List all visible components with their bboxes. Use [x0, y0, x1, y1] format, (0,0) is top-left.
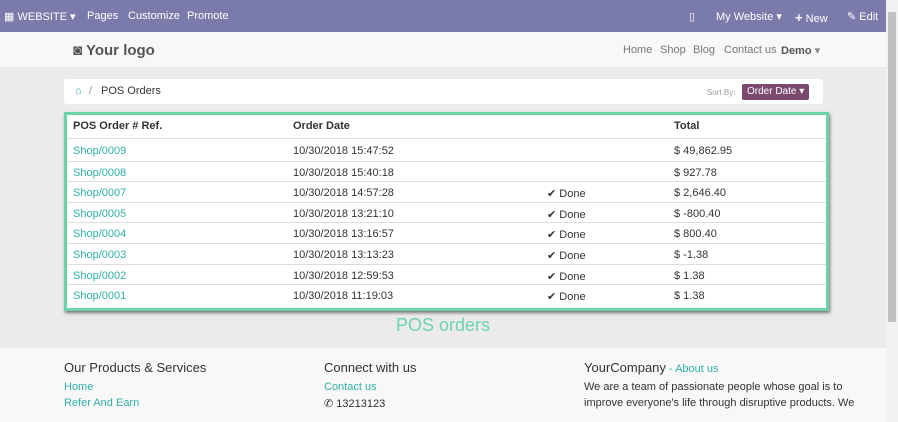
order-ref-link[interactable]: Shop/0003 [73, 249, 127, 261]
home-icon[interactable]: ⌂ [75, 85, 82, 97]
orders-table: POS Order # Ref. Order Date Total Shop/0… [64, 112, 829, 311]
order-date: 10/30/2018 12:59:53 [293, 269, 394, 282]
edit-button[interactable]: ✎ Edit [847, 11, 879, 23]
nav-home[interactable]: Home [623, 44, 653, 56]
my-website-menu[interactable]: My Website ▾ [716, 11, 782, 23]
order-ref-link[interactable]: Shop/0001 [73, 290, 127, 303]
sort-dropdown[interactable]: Order Date ▾ [742, 84, 810, 100]
breadcrumb-current: POS Orders [101, 85, 161, 97]
pencil-icon: ✎ [847, 11, 857, 23]
pages-menu[interactable]: Pages [87, 10, 119, 22]
order-total: $ 1.38 [674, 290, 705, 303]
table-row: Shop/0004 10/30/2018 13:16:57 ✔ Done $ 8… [67, 222, 826, 243]
phone: ✆ 13213123 [324, 398, 386, 410]
status: ✔ Done [547, 188, 586, 201]
check-icon: ✔ [547, 229, 557, 242]
order-date: 10/30/2018 15:47:52 [293, 145, 394, 157]
nav-contact[interactable]: Contact us [724, 44, 777, 56]
table-row: Shop/0005 10/30/2018 13:21:10 ✔ Done $ -… [67, 201, 826, 223]
table-row: Shop/0009 10/30/2018 15:47:52 $ 49,862.9… [67, 140, 826, 161]
check-icon: ✔ [547, 208, 557, 221]
footer: Our Products & Services Home Refer And E… [0, 348, 886, 422]
order-total: $ 49,862.95 [674, 145, 733, 157]
annotation-caption: POS orders [395, 315, 491, 335]
camera-icon: ◙ [73, 42, 83, 59]
status: ✔ Done [547, 270, 586, 283]
order-total: $ 1.38 [674, 269, 705, 282]
order-date: 10/30/2018 13:21:10 [293, 207, 394, 220]
about-us-link[interactable]: About us [675, 363, 719, 375]
editor-topbar: ▦ WEBSITE ▾ Pages Customize Promote ▯ My… [0, 0, 886, 32]
promote-menu[interactable]: Promote [187, 10, 229, 22]
order-date: 10/30/2018 14:57:28 [293, 187, 394, 200]
table-row: Shop/0007 10/30/2018 14:57:28 ✔ Done $ 2… [67, 181, 826, 202]
order-ref-link[interactable]: Shop/0008 [73, 166, 127, 179]
phone-icon: ✆ [324, 398, 334, 410]
mobile-preview-icon[interactable]: ▯ [689, 11, 696, 23]
check-icon: ✔ [547, 250, 557, 262]
order-ref-link[interactable]: Shop/0009 [73, 145, 127, 157]
order-total: $ 927.78 [674, 166, 717, 179]
order-ref-link[interactable]: Shop/0007 [73, 187, 127, 200]
table-row: Shop/0002 10/30/2018 12:59:53 ✔ Done $ 1… [67, 263, 826, 285]
scrollbar-thumb[interactable] [888, 12, 896, 322]
order-ref-link[interactable]: Shop/0005 [73, 207, 127, 220]
table-row: Shop/0003 10/30/2018 13:13:23 ✔ Done $ -… [67, 243, 826, 264]
order-date: 10/30/2018 11:19:03 [293, 290, 394, 303]
order-total: $ 2,646.40 [674, 187, 726, 200]
table-row: Shop/0001 10/30/2018 11:19:03 ✔ Done $ 1… [67, 284, 826, 305]
status: ✔ Done [547, 229, 586, 242]
plus-icon: + [795, 10, 803, 25]
new-button[interactable]: + New [795, 10, 828, 25]
check-icon: ✔ [547, 291, 557, 304]
check-icon: ✔ [547, 188, 557, 201]
table-header: POS Order # Ref. Order Date Total [67, 115, 826, 139]
footer-link-contact[interactable]: Contact us [324, 381, 377, 393]
footer-link-home[interactable]: Home [64, 381, 94, 393]
status: ✔ Done [547, 208, 586, 221]
order-date: 10/30/2018 13:13:23 [293, 249, 394, 261]
breadcrumb: ⌂ / POS Orders Sort By: Order Date ▾ [64, 79, 823, 104]
order-total: $ 800.40 [674, 228, 717, 241]
order-ref-link[interactable]: Shop/0004 [73, 228, 127, 241]
order-total: $ -1.38 [674, 249, 709, 261]
customize-menu[interactable]: Customize [128, 10, 180, 22]
site-header [0, 32, 886, 68]
table-row: Shop/0008 10/30/2018 15:40:18 $ 927.78 [67, 160, 826, 182]
nav-shop[interactable]: Shop [660, 44, 686, 56]
status: ✔ Done [547, 291, 586, 304]
status: ✔ Done [547, 250, 586, 262]
user-menu[interactable]: Demo ▾ [781, 45, 821, 57]
check-icon: ✔ [547, 270, 557, 283]
website-menu[interactable]: ▦ WEBSITE ▾ [4, 11, 76, 23]
order-ref-link[interactable]: Shop/0002 [73, 269, 127, 282]
order-date: 10/30/2018 13:16:57 [293, 228, 394, 241]
apps-icon: ▦ [4, 11, 15, 23]
order-date: 10/30/2018 15:40:18 [293, 166, 394, 179]
nav-blog[interactable]: Blog [693, 44, 716, 56]
order-total: $ -800.40 [674, 207, 721, 220]
footer-link-refer[interactable]: Refer And Earn [64, 397, 140, 409]
logo[interactable]: ◙ Your logo [73, 42, 155, 59]
